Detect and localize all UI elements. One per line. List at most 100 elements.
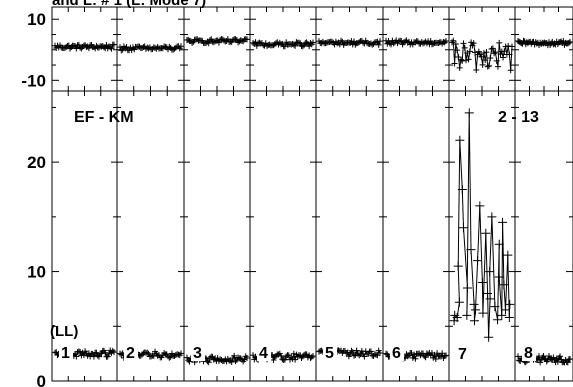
- data-point: [487, 212, 497, 222]
- data-point: [411, 351, 418, 358]
- data-point: [492, 49, 499, 56]
- data-point: [185, 36, 192, 43]
- data-point: [478, 308, 488, 318]
- data-point: [303, 351, 310, 358]
- y-tick-label: -10: [21, 71, 46, 90]
- segment-label: 5: [325, 345, 334, 362]
- data-point: [497, 310, 507, 320]
- segment-label-bg: [390, 344, 404, 361]
- data-point: [502, 43, 509, 50]
- data-point: [319, 38, 326, 45]
- data-point: [457, 184, 467, 194]
- bottom-panel-frame: [51, 90, 573, 382]
- data-point: [484, 63, 491, 70]
- data-point: [439, 350, 446, 357]
- data-point: [461, 44, 468, 51]
- data-point: [85, 350, 92, 357]
- data-point: [154, 44, 161, 51]
- data-point: [145, 45, 152, 52]
- y-tick-label: 10: [27, 263, 46, 282]
- data-point: [103, 42, 110, 49]
- data-point: [231, 352, 238, 359]
- data-point: [443, 37, 449, 44]
- data-point: [422, 354, 429, 361]
- data-point: [405, 38, 412, 45]
- data-point: [301, 351, 308, 358]
- data-point: [77, 44, 84, 51]
- data-point: [72, 42, 79, 49]
- data-point: [497, 51, 504, 58]
- data-point: [483, 288, 493, 298]
- data-point: [488, 46, 495, 53]
- data-point: [295, 39, 302, 46]
- data-point: [308, 354, 315, 361]
- data-point: [244, 36, 250, 43]
- data-point: [468, 39, 475, 46]
- data-point: [90, 353, 97, 360]
- data-point: [564, 359, 571, 366]
- data-point: [434, 350, 441, 357]
- data-point: [218, 356, 225, 363]
- data-point: [482, 57, 489, 64]
- data-point: [178, 43, 184, 50]
- data-point: [450, 37, 457, 44]
- data-point: [166, 43, 173, 50]
- data-point: [299, 43, 306, 50]
- data-point: [459, 57, 466, 64]
- data-point: [98, 43, 105, 50]
- data-point: [80, 42, 87, 49]
- data-point: [430, 40, 437, 47]
- data-point: [166, 354, 173, 361]
- data-point: [509, 43, 515, 50]
- data-point: [412, 39, 419, 46]
- data-point: [361, 353, 368, 360]
- data-point: [371, 351, 378, 358]
- data-point: [323, 39, 330, 46]
- series-line: [453, 112, 511, 338]
- data-point: [481, 228, 491, 238]
- data-point: [460, 40, 467, 47]
- data-point: [235, 354, 242, 361]
- data-point: [108, 45, 115, 52]
- data-point: [144, 349, 151, 356]
- data-point: [428, 41, 435, 48]
- data-point: [145, 350, 152, 357]
- bottom-panel: 20 10 01 2 3 4 5 6 7 8: [27, 91, 573, 387]
- data-point: [297, 40, 304, 47]
- data-point: [161, 349, 168, 356]
- data-point: [377, 38, 383, 45]
- data-point: [465, 56, 472, 63]
- data-point: [292, 42, 299, 49]
- data-point: [123, 43, 130, 50]
- data-point: [348, 347, 355, 354]
- data-point: [454, 297, 464, 307]
- data-point: [95, 44, 102, 51]
- data-point: [283, 353, 290, 360]
- data-point: [550, 354, 557, 361]
- data-point: [75, 41, 82, 48]
- data-point: [496, 39, 503, 46]
- data-point: [119, 46, 126, 53]
- data-point: [271, 353, 278, 360]
- data-point: [212, 38, 219, 45]
- data-point: [479, 61, 486, 68]
- data-point: [178, 350, 184, 357]
- y-tick-label: 20: [27, 153, 46, 172]
- data-point: [221, 37, 228, 44]
- data-point: [165, 353, 172, 360]
- data-point: [339, 38, 346, 45]
- segment-label-bg: [124, 344, 138, 361]
- data-point: [252, 39, 259, 46]
- data-point: [292, 356, 299, 363]
- data-point: [485, 294, 495, 304]
- data-point: [503, 250, 513, 260]
- segment-label-bg: [257, 344, 271, 361]
- data-point: [473, 66, 480, 73]
- data-point: [253, 42, 260, 49]
- data-point: [455, 135, 465, 145]
- data-point: [489, 45, 496, 52]
- data-point: [128, 47, 135, 54]
- data-point: [432, 356, 439, 363]
- data-point: [107, 44, 114, 51]
